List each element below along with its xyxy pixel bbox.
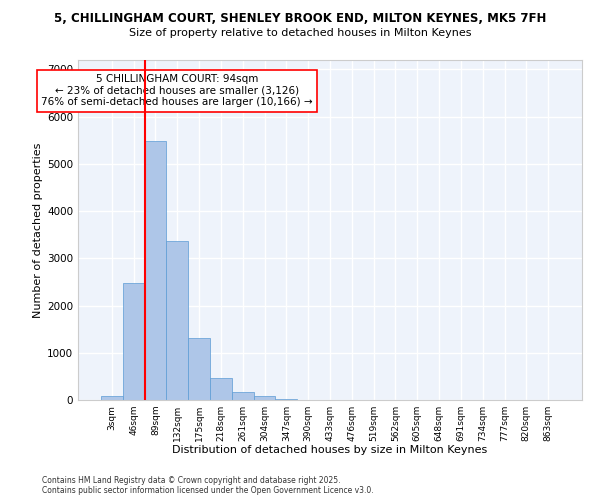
Bar [210,378,232,400]
Bar [166,241,188,400]
Bar [232,392,254,400]
Text: Contains HM Land Registry data © Crown copyright and database right 2025.
Contai: Contains HM Land Registry data © Crown c… [42,476,374,495]
X-axis label: Distribution of detached houses by size in Milton Keynes: Distribution of detached houses by size … [172,446,488,456]
Bar [123,283,145,400]
Text: 5 CHILLINGHAM COURT: 94sqm
← 23% of detached houses are smaller (3,126)
76% of s: 5 CHILLINGHAM COURT: 94sqm ← 23% of deta… [41,74,313,108]
Text: 5, CHILLINGHAM COURT, SHENLEY BROOK END, MILTON KEYNES, MK5 7FH: 5, CHILLINGHAM COURT, SHENLEY BROOK END,… [54,12,546,26]
Y-axis label: Number of detached properties: Number of detached properties [33,142,43,318]
Bar [101,396,123,400]
Text: Size of property relative to detached houses in Milton Keynes: Size of property relative to detached ho… [129,28,471,38]
Bar [254,396,275,400]
Bar [275,398,297,400]
Bar [145,140,166,400]
Bar [188,338,210,400]
